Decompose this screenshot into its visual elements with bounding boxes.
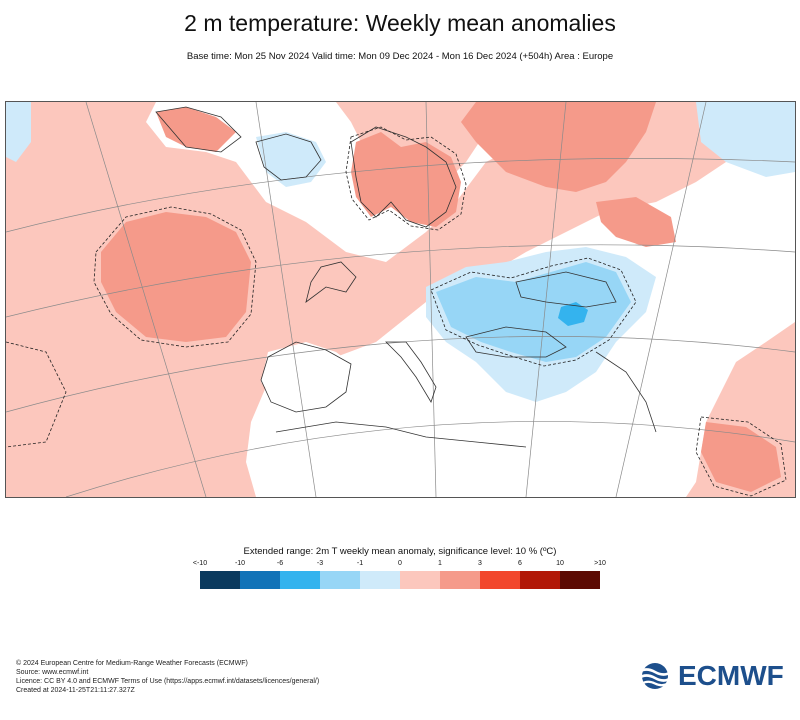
footer-created: Created at 2024-11-25T21:11:27.327Z	[16, 687, 135, 694]
coastlines	[155, 106, 657, 448]
chart-subtitle: Base time: Mon 25 Nov 2024 Valid time: M…	[186, 51, 614, 62]
legend-swatch	[240, 571, 280, 589]
warm-anomaly-kazakh	[596, 197, 676, 247]
legend-swatch	[400, 571, 440, 589]
legend-tick: 6	[518, 560, 522, 567]
chart-title: 2 m temperature: Weekly mean anomalies	[184, 10, 616, 36]
cold-anomaly-siberia	[696, 102, 795, 177]
warm-anomaly-greenland	[156, 107, 236, 152]
legend-tick: 0	[398, 560, 402, 567]
legend-tick: >10	[594, 560, 606, 567]
legend-title: Extended range: 2m T weekly mean anomaly…	[243, 546, 557, 557]
colorbar-legend: <-10 -10 -6 -3 -1 0 1 3 6 10 >10	[193, 560, 606, 590]
legend-swatch	[520, 571, 560, 589]
legend-swatch	[440, 571, 480, 589]
warm-anomaly-atlantic	[101, 212, 251, 342]
legend-tick: -6	[276, 560, 284, 567]
footer-source: Source: www.ecmwf.int	[16, 669, 89, 676]
footer-copyright: © 2024 European Centre for Medium-Range …	[16, 660, 248, 667]
warm-anomaly-scandinavia	[351, 132, 461, 227]
legend-tick: 1	[438, 560, 442, 567]
footer-licence: Licence: CC BY 4.0 and ECMWF Terms of Us…	[16, 678, 320, 685]
legend-swatch	[360, 571, 400, 589]
neutral-region-iberia	[261, 342, 356, 412]
legend-swatches	[200, 571, 600, 589]
footer: © 2024 European Centre for Medium-Range …	[16, 659, 319, 695]
legend-swatch	[560, 571, 600, 589]
legend-tick: <-10	[192, 560, 208, 567]
legend-swatch	[320, 571, 360, 589]
legend-tick: -10	[234, 560, 246, 567]
significance-contours	[6, 126, 787, 497]
map-svg	[6, 102, 795, 497]
neutral-region-canaries	[506, 392, 626, 497]
warm-anomaly-russia	[461, 102, 656, 192]
legend-swatch	[200, 571, 240, 589]
legend-tick: 10	[556, 560, 564, 567]
legend-tick: -3	[316, 560, 324, 567]
cold-anomaly-iceland	[256, 132, 326, 187]
cold-anomaly-anatolia-peak	[558, 302, 588, 326]
anomaly-map[interactable]	[5, 101, 796, 498]
warm-anomaly-middle-east	[701, 422, 781, 492]
legend-tick: 3	[478, 560, 482, 567]
ecmwf-logo-text: ECMWF	[678, 660, 784, 691]
cold-anomaly-west-edge	[6, 102, 31, 162]
ecmwf-logo-icon	[638, 663, 672, 689]
legend-swatch	[280, 571, 320, 589]
legend-tick: -1	[356, 560, 364, 567]
ecmwf-logo: ECMWF	[636, 660, 788, 691]
legend-swatch	[480, 571, 520, 589]
cold-anomaly-balkans-core	[436, 262, 631, 362]
